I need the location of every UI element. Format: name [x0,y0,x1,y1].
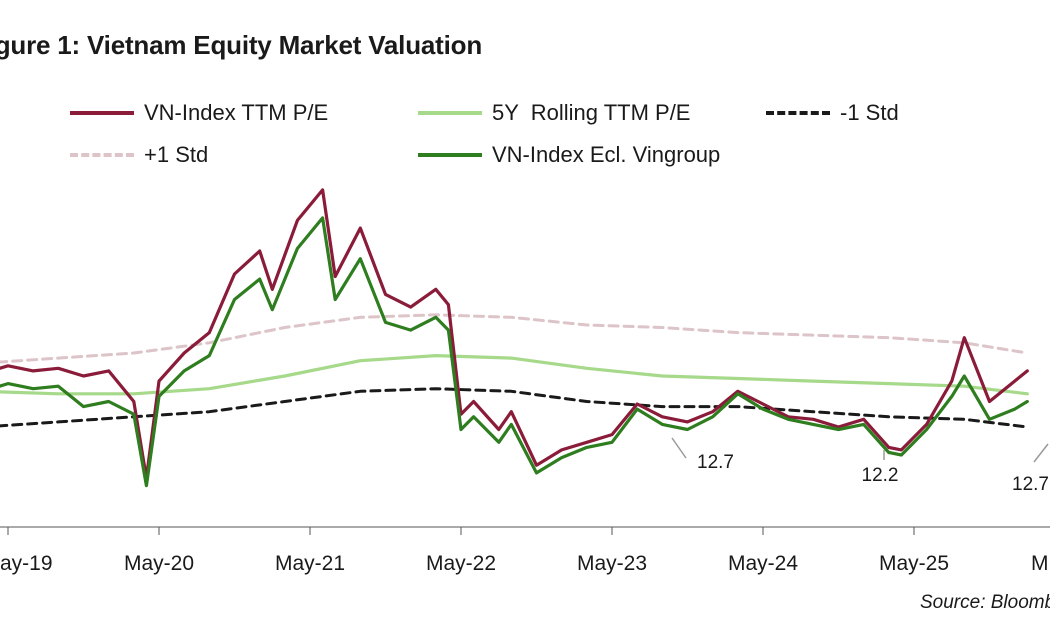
legend-item-minus-std: -1 Std [766,100,899,126]
legend-label-minus-std: -1 Std [840,100,899,125]
legend-item-plus-std: +1 Std [70,142,208,168]
x-tick-label: May-23 [577,552,647,575]
annotation-label: 12.7 [697,452,734,473]
legend-swatch-vingroup [418,153,482,157]
series-line-vingroup [0,216,1029,488]
legend-swatch-rolling [418,111,482,115]
legend-swatch-vn-index [70,111,134,115]
series-line-vn-index [0,188,1029,480]
annotation-leader-line [671,437,687,459]
legend-label-vingroup: VN-Index Ecl. Vingroup [492,142,721,167]
x-tick-label: M [1031,552,1049,575]
x-tick-label: May-25 [879,552,949,575]
series-line-plus-std [0,313,1029,364]
legend-swatch-plus-std [70,153,134,157]
chart-title-wrap: Figure 1: Vietnam Equity Market Valuatio… [0,0,1050,80]
source-note-text: Source: Bloomberg [920,592,1050,613]
legend-label-vn-index: VN-Index TTM P/E [144,100,329,125]
chart-title: Figure 1: Vietnam Equity Market Valuatio… [0,30,482,60]
x-tick-label: May-24 [728,552,798,575]
annotation-label: 12.2 [862,465,899,486]
series-line-minus-std [0,387,1029,429]
x-tick-label: May-21 [275,552,345,575]
legend-label-rolling: 5Y Rolling TTM P/E [492,100,691,125]
series-line-rolling [0,354,1029,396]
x-tick-label: May-20 [124,552,194,575]
x-tick-label: May-22 [426,552,496,575]
legend-item-rolling: 5Y Rolling TTM P/E [418,100,690,126]
annotation-leader-line [1033,443,1049,463]
legend-item-vingroup: VN-Index Ecl. Vingroup [418,142,720,168]
legend-item-vn-index: VN-Index TTM P/E [70,100,328,126]
legend-swatch-minus-std [766,111,830,115]
legend-label-plus-std: +1 Std [144,142,209,167]
x-tick-label: ay-19 [0,552,53,575]
source-note: Source: Bloomberg [920,592,1050,614]
annotation-label: 12.7 [1012,474,1049,495]
